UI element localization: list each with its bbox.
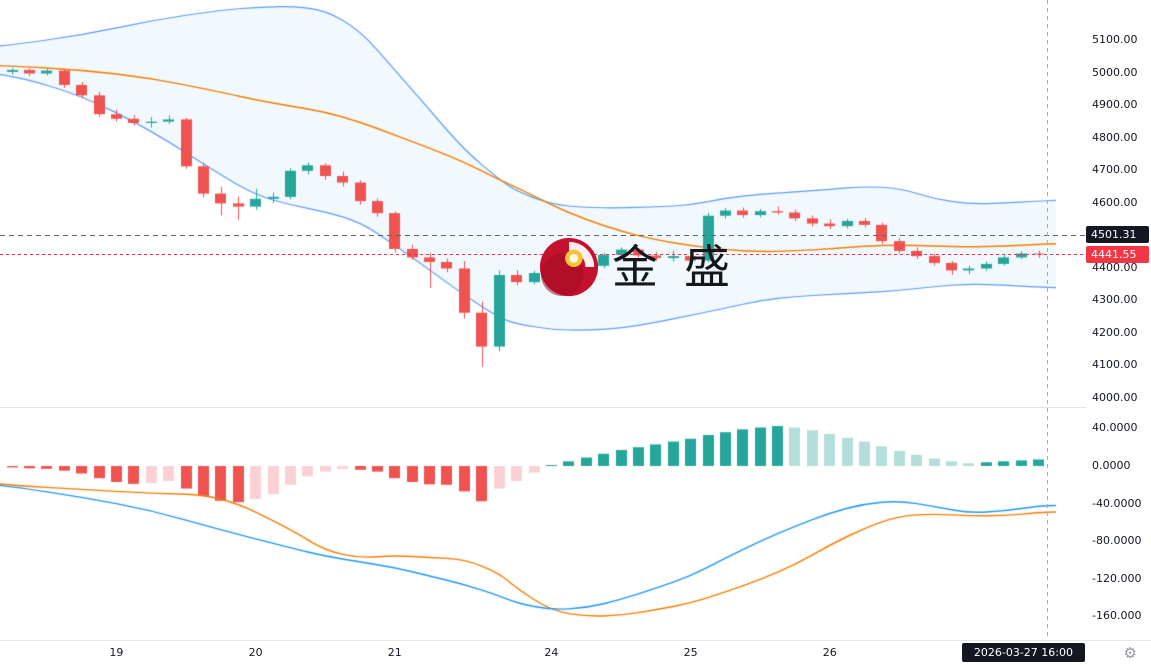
price-tick-label: 4100.00 [1092,358,1138,372]
current-time-line [1047,0,1048,640]
brand-watermark: 金盛 [538,236,756,298]
price-tick-label: 4700.00 [1092,163,1138,177]
settings-gear-icon[interactable]: ⚙ [1123,644,1137,662]
chart-canvas[interactable] [0,0,1086,640]
price-tick-label: 4000.00 [1092,391,1138,404]
indicator-tick-label: -40.0000 [1092,496,1142,510]
price-tick-label: 5000.00 [1092,65,1138,79]
reference-price-line [0,235,1086,236]
price-tick-label: 4600.00 [1092,195,1138,209]
day-label: 24 [544,646,559,659]
price-tick-label: 5100.00 [1092,33,1138,46]
watermark-text: 金盛 [612,240,756,294]
price-tick-label: 4400.00 [1092,260,1138,274]
indicator-tick-label: -80.0000 [1092,534,1142,548]
price-tick-label: 4800.00 [1092,130,1138,144]
day-label: 20 [248,646,263,659]
indicator-tick-label: -160.000 [1092,609,1142,623]
jinsheng-logo-icon [539,237,599,297]
day-label: 21 [387,646,402,659]
indicator-tick-label: 0.0000 [1092,459,1131,472]
reference-price-badge: 4501.31 [1086,226,1149,243]
price-tick-label: 4200.00 [1092,325,1138,339]
current-price-badge: 4441.55 [1086,246,1149,263]
day-label: 26 [822,646,837,659]
price-tick-label: 4900.00 [1092,98,1138,112]
current-time-badge: 2026-03-27 16:00 [961,643,1085,662]
indicator-tick-label: 40.0000 [1092,421,1138,435]
price-tick-label: 4300.00 [1092,293,1138,307]
pane-divider[interactable] [0,407,1151,408]
indicator-tick-label: -120.000 [1092,571,1142,585]
day-label: 19 [109,646,124,659]
price-axis[interactable]: 4501.31 4441.55 5100.00 5000.00 4900.00 480… [1086,0,1151,640]
time-axis[interactable]: 2026-03-27 16:00 ⚙ 19 20 21 24 25 26 [0,640,1151,665]
day-label: 25 [683,646,698,659]
